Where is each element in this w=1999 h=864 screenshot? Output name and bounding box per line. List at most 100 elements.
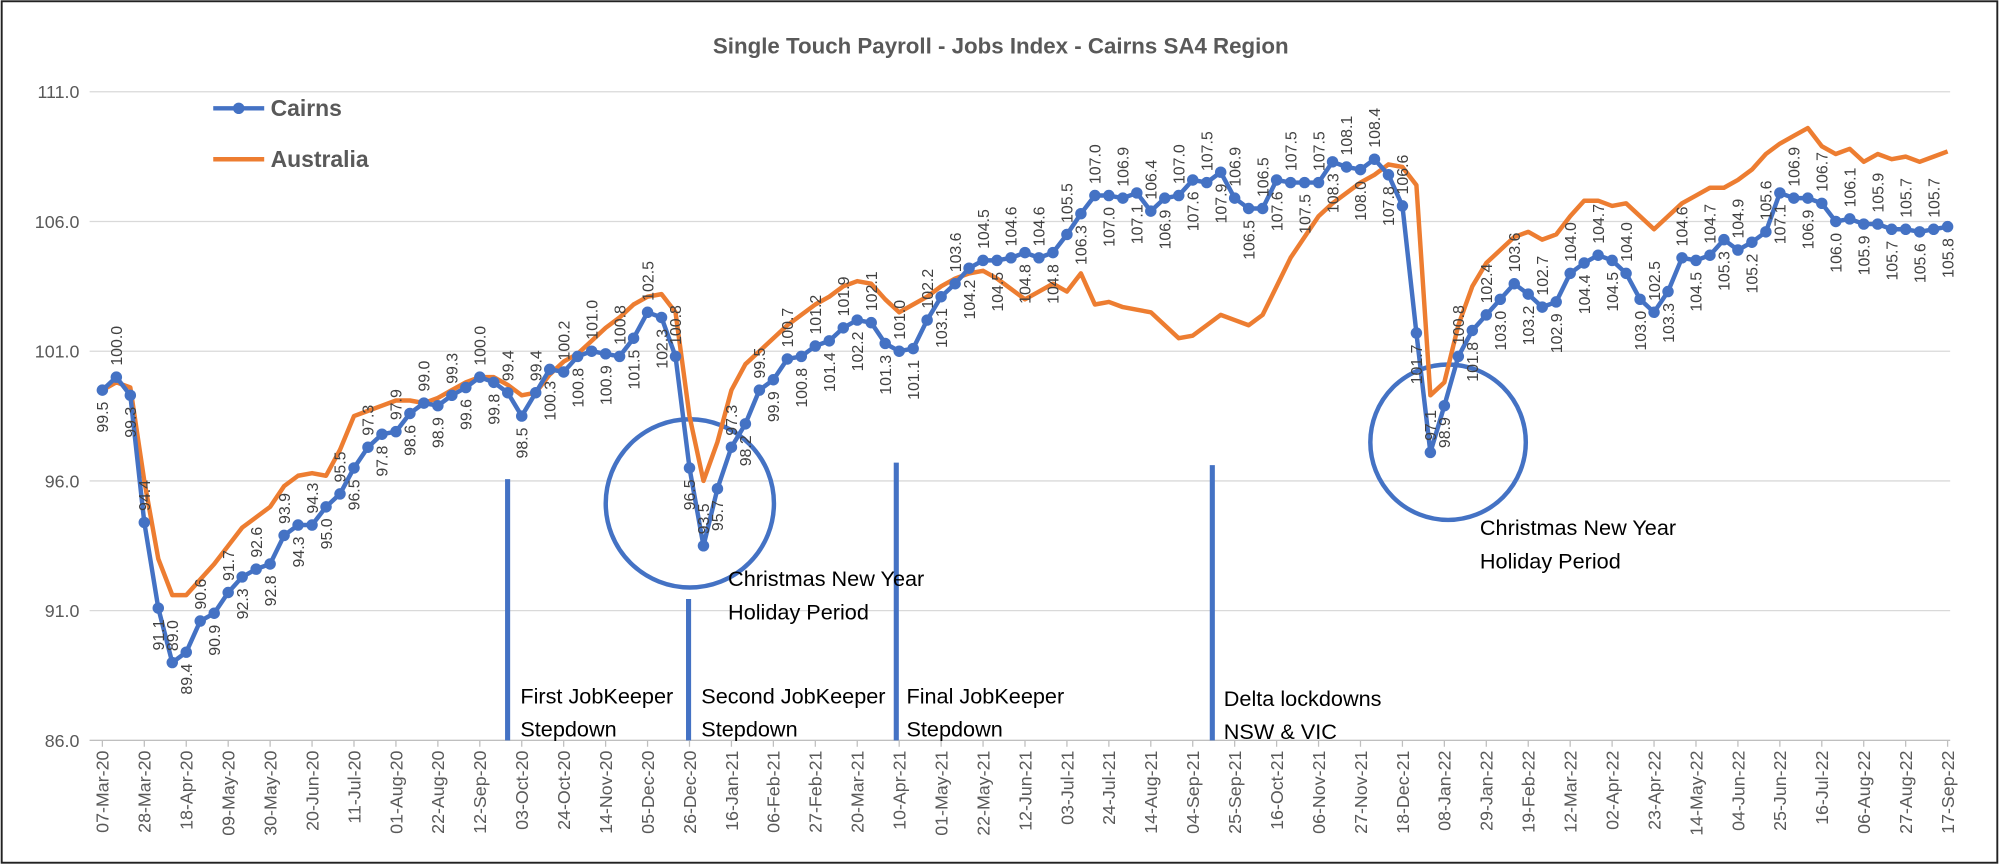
data-point (1089, 189, 1101, 202)
data-point (1704, 249, 1716, 261)
data-label: 99.5 (95, 401, 112, 432)
data-label: 101.0 (892, 300, 909, 340)
data-label: 101.1 (906, 360, 923, 400)
data-label: 103.0 (1633, 311, 1650, 351)
x-tick-label: 06-Feb-21 (764, 751, 784, 833)
data-label: 104.5 (990, 272, 1007, 312)
data-point (907, 342, 919, 355)
data-label: 104.5 (1689, 272, 1706, 312)
annotation-text: Final JobKeeper (906, 683, 1064, 708)
data-label: 105.3 (1717, 251, 1734, 291)
data-label: 106.9 (1116, 147, 1133, 187)
data-point (1019, 246, 1031, 259)
data-point (1200, 176, 1213, 189)
data-point (949, 278, 961, 290)
data-label: 95.0 (319, 518, 336, 549)
data-label: 105.9 (1870, 173, 1887, 213)
data-point (306, 519, 318, 531)
data-point (376, 428, 388, 440)
y-tick-label: 91.0 (45, 601, 80, 621)
data-label: 107.8 (1381, 186, 1398, 226)
data-label: 102.7 (1535, 256, 1552, 296)
data-label: 101.8 (1465, 342, 1482, 382)
data-point (1620, 267, 1632, 280)
data-point (362, 441, 374, 453)
data-point (1885, 223, 1898, 235)
data-point (1214, 166, 1227, 178)
data-label: 100.8 (570, 368, 587, 408)
data-point (334, 488, 346, 500)
data-label: 102.9 (1549, 313, 1566, 353)
data-label: 100.3 (542, 381, 559, 421)
data-point (502, 386, 514, 399)
data-label: 107.5 (1283, 131, 1300, 171)
data-label: 107.1 (1130, 204, 1147, 244)
data-label: 104.6 (1004, 206, 1021, 246)
data-label: 103.6 (1507, 232, 1524, 272)
x-tick-label: 29-Jan-22 (1477, 751, 1497, 831)
data-label: 99.0 (417, 361, 434, 392)
data-point (278, 529, 290, 542)
data-point (823, 335, 836, 347)
data-point (1438, 399, 1451, 412)
x-tick-label: 01-Aug-20 (386, 751, 406, 834)
data-label: 98.6 (403, 425, 420, 456)
data-label: 102.1 (864, 271, 881, 311)
chart-title: Single Touch Payroll - Jobs Index - Cair… (713, 34, 1289, 59)
data-point (1913, 226, 1926, 238)
x-tick-label: 14-Aug-21 (1141, 751, 1161, 834)
data-point (1578, 257, 1590, 269)
data-label: 107.6 (1269, 191, 1286, 231)
data-point (1522, 288, 1534, 300)
y-tick-label: 111.0 (37, 82, 79, 102)
x-tick-label: 28-Mar-20 (135, 751, 155, 833)
data-label: 104.5 (976, 209, 993, 249)
data-label: 100.0 (109, 326, 126, 366)
data-label: 104.7 (1703, 204, 1720, 244)
x-tick-label: 25-Jun-22 (1770, 751, 1790, 831)
data-label: 94.3 (305, 482, 322, 513)
data-point (446, 389, 458, 402)
data-point (893, 345, 905, 357)
data-point (124, 389, 137, 402)
data-point (1424, 446, 1437, 459)
data-label: 107.0 (1102, 207, 1119, 247)
data-point (1173, 189, 1185, 202)
data-point (921, 314, 933, 326)
data-label: 103.6 (948, 232, 965, 272)
x-tick-label: 12-Jun-21 (1015, 751, 1035, 831)
data-point (1927, 223, 1940, 235)
data-point (627, 332, 640, 344)
y-tick-label: 86.0 (45, 731, 80, 751)
data-label: 105.9 (1856, 235, 1873, 275)
x-tick-label: 17-Sep-22 (1938, 751, 1958, 834)
data-label: 101.9 (836, 276, 853, 316)
data-point (865, 316, 877, 329)
data-point (110, 371, 123, 383)
data-label: 100.0 (473, 326, 490, 366)
data-point (1298, 176, 1311, 189)
data-label: 101.3 (878, 355, 895, 395)
data-label: 101.7 (1409, 344, 1426, 384)
annotation-text: Stepdown (906, 717, 1002, 742)
x-tick-label: 23-Apr-22 (1644, 751, 1664, 830)
x-tick-label: 20-Mar-21 (848, 751, 868, 833)
data-point (1550, 296, 1562, 308)
data-point (1844, 213, 1856, 225)
annotation-text: Stepdown (701, 717, 797, 742)
x-tick-label: 03-Oct-20 (512, 751, 532, 830)
data-label: 97.3 (361, 405, 378, 436)
data-label: 93.5 (696, 503, 713, 534)
data-point (1145, 205, 1157, 217)
data-point (1941, 220, 1954, 233)
data-point (1480, 309, 1493, 321)
data-label: 101.0 (584, 300, 601, 340)
data-point (194, 615, 206, 627)
data-point (1242, 202, 1255, 215)
annotation-text: Christmas New Year (728, 566, 924, 591)
data-label: 106.5 (1255, 157, 1272, 197)
data-label: 100.8 (1451, 305, 1468, 345)
data-point (1396, 200, 1409, 212)
data-point (879, 337, 891, 350)
data-point (1061, 228, 1073, 241)
